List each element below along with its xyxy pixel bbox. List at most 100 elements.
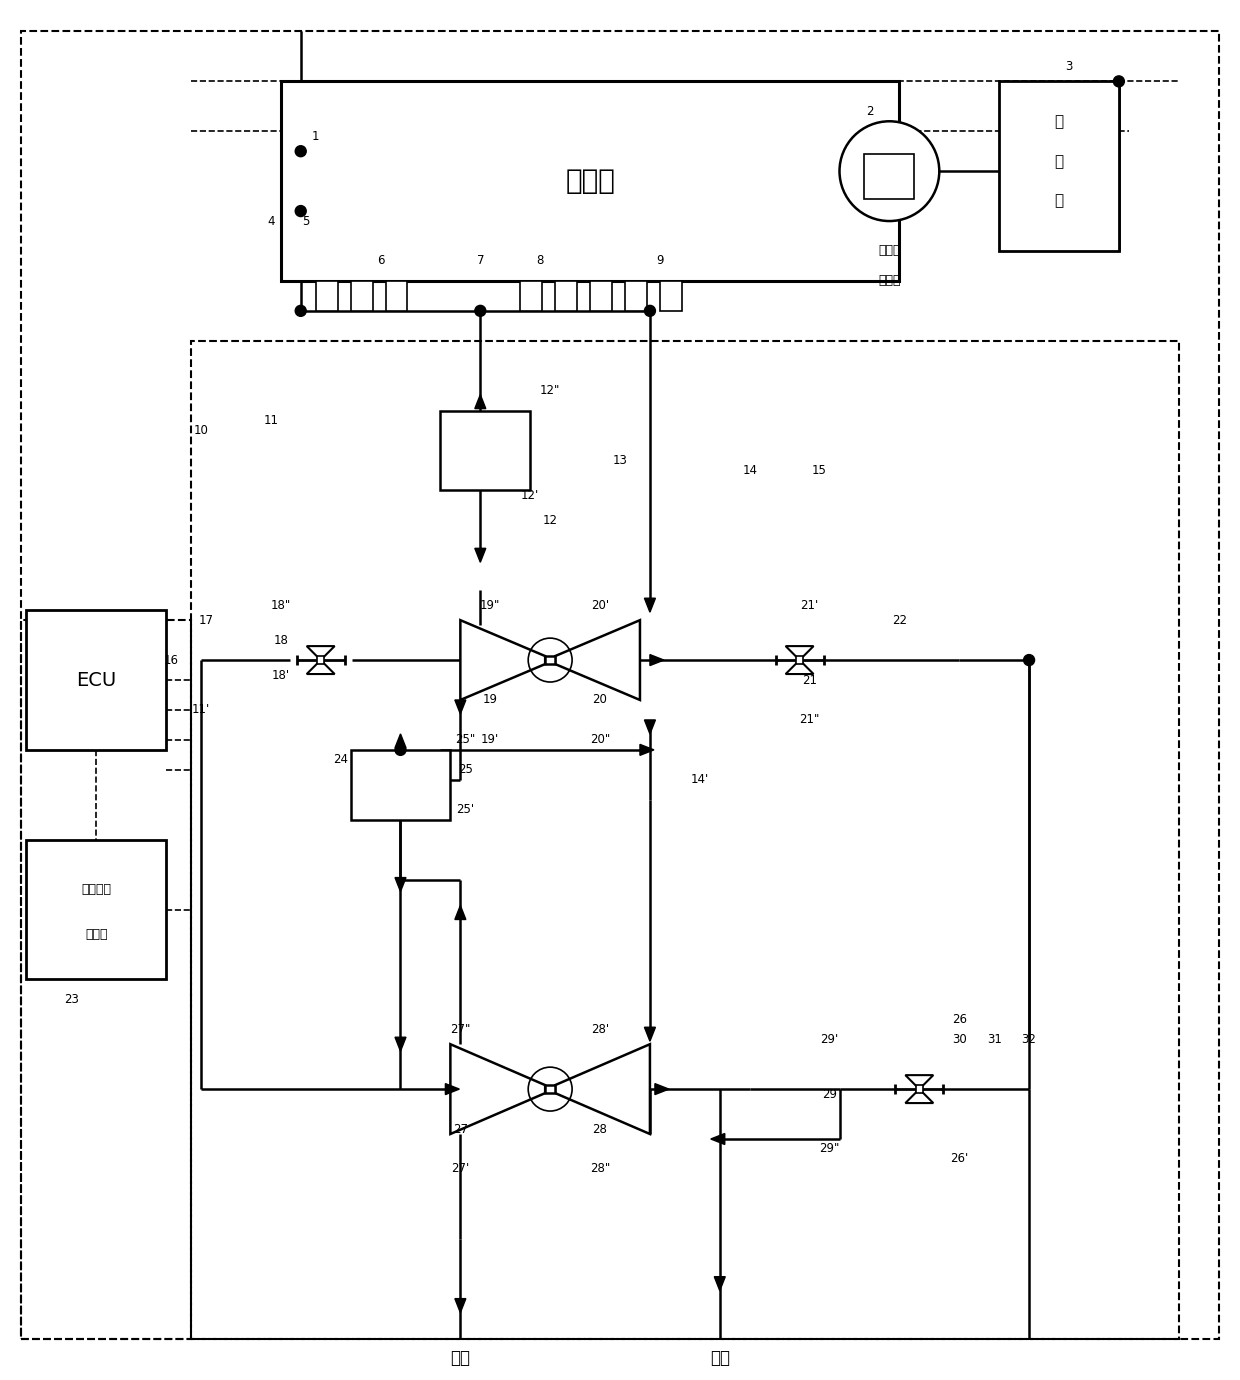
Bar bbox=[556, 282, 577, 310]
Text: 27: 27 bbox=[453, 1122, 467, 1136]
Text: 25: 25 bbox=[458, 763, 472, 777]
Text: 27": 27" bbox=[450, 1023, 470, 1036]
Circle shape bbox=[1114, 76, 1125, 87]
Text: 磁: 磁 bbox=[1054, 153, 1064, 168]
Text: 阀: 阀 bbox=[1054, 193, 1064, 208]
Text: 20: 20 bbox=[593, 694, 608, 707]
Bar bbox=[915, 1085, 923, 1093]
Bar bbox=[386, 282, 408, 310]
Text: 12': 12' bbox=[521, 489, 539, 502]
Text: 10: 10 bbox=[193, 424, 208, 437]
Text: 13: 13 bbox=[613, 454, 627, 466]
Bar bbox=[660, 282, 682, 310]
Circle shape bbox=[396, 744, 405, 755]
Text: 6: 6 bbox=[377, 254, 384, 268]
Text: 机械式: 机械式 bbox=[878, 244, 900, 258]
Polygon shape bbox=[475, 548, 486, 562]
Text: 26: 26 bbox=[952, 1013, 967, 1025]
Bar bbox=[590, 282, 613, 310]
Text: 23: 23 bbox=[63, 992, 78, 1006]
Circle shape bbox=[475, 305, 486, 316]
Text: 21': 21' bbox=[801, 599, 818, 611]
Text: 19: 19 bbox=[482, 694, 497, 707]
Circle shape bbox=[295, 206, 306, 217]
Polygon shape bbox=[460, 620, 546, 700]
Circle shape bbox=[645, 305, 656, 316]
Text: 18: 18 bbox=[273, 633, 288, 647]
Circle shape bbox=[1023, 654, 1034, 665]
Text: 真空泵: 真空泵 bbox=[878, 275, 900, 287]
Polygon shape bbox=[645, 1027, 656, 1042]
Text: 15: 15 bbox=[812, 464, 827, 477]
Circle shape bbox=[295, 146, 306, 157]
Text: 18': 18' bbox=[272, 668, 290, 682]
Polygon shape bbox=[455, 700, 466, 713]
Polygon shape bbox=[455, 905, 466, 919]
Text: 25': 25' bbox=[456, 803, 475, 816]
Bar bbox=[625, 282, 647, 310]
Text: 29": 29" bbox=[820, 1143, 839, 1155]
Bar bbox=[26, 839, 166, 980]
Polygon shape bbox=[645, 720, 656, 734]
Polygon shape bbox=[645, 598, 656, 613]
Text: 14': 14' bbox=[691, 773, 709, 787]
Text: 21": 21" bbox=[800, 713, 820, 726]
Text: 排气: 排气 bbox=[709, 1350, 730, 1368]
Polygon shape bbox=[711, 1133, 724, 1144]
Text: 12: 12 bbox=[543, 513, 558, 527]
Polygon shape bbox=[450, 1045, 546, 1134]
Text: 1: 1 bbox=[312, 130, 320, 142]
Text: 2: 2 bbox=[866, 105, 873, 117]
Text: 17: 17 bbox=[198, 614, 213, 627]
Text: 11: 11 bbox=[263, 414, 278, 426]
Text: 9: 9 bbox=[656, 254, 663, 268]
Bar bbox=[521, 282, 542, 310]
Polygon shape bbox=[650, 654, 663, 665]
Bar bbox=[316, 282, 337, 310]
Text: 19': 19' bbox=[481, 733, 500, 747]
Text: ECU: ECU bbox=[76, 671, 117, 690]
Text: 3: 3 bbox=[1065, 59, 1073, 73]
Text: 28: 28 bbox=[593, 1122, 608, 1136]
Text: 12": 12" bbox=[539, 384, 560, 397]
Text: 8: 8 bbox=[537, 254, 544, 268]
Text: 传感器: 传感器 bbox=[84, 927, 108, 941]
Polygon shape bbox=[556, 620, 640, 700]
Bar bbox=[796, 657, 804, 664]
Bar bbox=[21, 620, 191, 1339]
Polygon shape bbox=[396, 1038, 405, 1052]
Polygon shape bbox=[786, 646, 813, 660]
Text: 7: 7 bbox=[476, 254, 484, 268]
Text: 进气: 进气 bbox=[450, 1350, 470, 1368]
Text: 电: 电 bbox=[1054, 113, 1064, 128]
Text: 32: 32 bbox=[1022, 1032, 1037, 1046]
Text: 环境压力: 环境压力 bbox=[81, 883, 112, 896]
Circle shape bbox=[839, 121, 939, 221]
Bar bbox=[864, 155, 914, 199]
Text: 30: 30 bbox=[952, 1032, 967, 1046]
Text: 11': 11' bbox=[192, 704, 210, 716]
Polygon shape bbox=[556, 1045, 650, 1134]
Text: 26': 26' bbox=[950, 1152, 968, 1166]
Bar bbox=[280, 81, 899, 282]
Polygon shape bbox=[396, 734, 405, 748]
Bar bbox=[26, 610, 166, 749]
Polygon shape bbox=[396, 878, 405, 891]
Text: 柴油机: 柴油机 bbox=[565, 167, 615, 195]
Bar bbox=[351, 282, 372, 310]
Bar bbox=[317, 657, 325, 664]
Bar bbox=[999, 81, 1118, 251]
Polygon shape bbox=[445, 1083, 459, 1094]
Polygon shape bbox=[714, 1276, 725, 1290]
Bar bbox=[546, 656, 556, 664]
Text: 4: 4 bbox=[267, 214, 274, 228]
Bar bbox=[351, 749, 450, 820]
Polygon shape bbox=[306, 660, 335, 673]
Text: 29: 29 bbox=[822, 1087, 837, 1101]
Text: 24: 24 bbox=[334, 753, 348, 766]
Circle shape bbox=[295, 305, 306, 316]
Text: 16: 16 bbox=[164, 654, 179, 667]
Text: 5: 5 bbox=[303, 214, 310, 228]
Polygon shape bbox=[455, 1299, 466, 1312]
Polygon shape bbox=[475, 395, 486, 408]
